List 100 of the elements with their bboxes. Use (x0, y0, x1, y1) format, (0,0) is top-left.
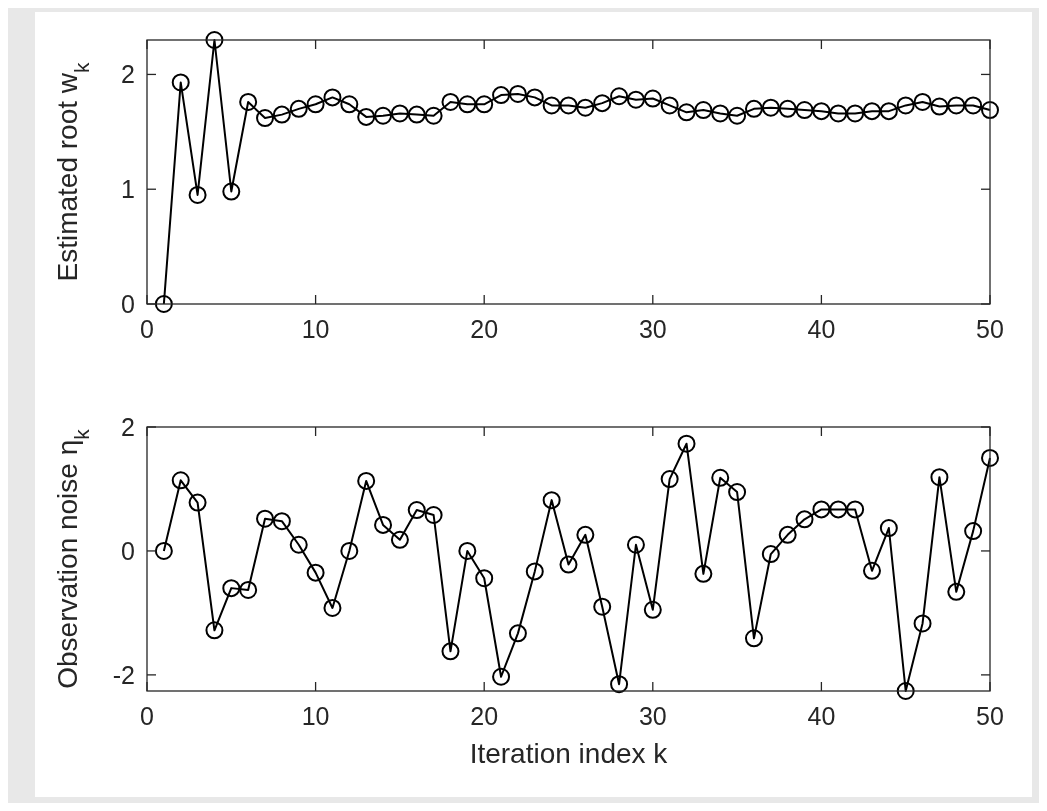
point (711, 468, 730, 487)
x-tick-label: 40 (807, 702, 836, 730)
point (610, 87, 629, 106)
point (964, 522, 983, 541)
point (458, 541, 477, 560)
point (660, 470, 679, 489)
x-tick-label: 50 (976, 702, 1004, 730)
point (289, 99, 308, 118)
point (846, 500, 865, 519)
point (576, 525, 595, 544)
point (626, 535, 645, 554)
point (744, 629, 763, 648)
point (795, 101, 814, 120)
point (559, 555, 578, 574)
point (171, 471, 190, 490)
point (879, 102, 898, 121)
point (947, 96, 966, 115)
point (525, 562, 544, 581)
point (930, 468, 949, 487)
point (374, 515, 393, 534)
point (812, 500, 831, 519)
point (930, 97, 949, 116)
point (694, 101, 713, 120)
x-tick-label: 30 (638, 702, 667, 730)
point (593, 597, 612, 616)
point (576, 98, 595, 117)
point (188, 493, 207, 512)
point (441, 642, 460, 661)
point (340, 95, 359, 114)
x-tick-label: 50 (976, 315, 1004, 343)
point (728, 106, 747, 125)
point (862, 561, 881, 580)
point (795, 510, 814, 529)
point (711, 104, 730, 123)
point (744, 99, 763, 118)
x-tick-label: 10 (301, 315, 330, 343)
point (829, 104, 848, 123)
point (761, 545, 780, 564)
point (205, 31, 224, 49)
x-tick-label: 20 (470, 702, 499, 730)
point (154, 541, 173, 560)
y-tick-label: 1 (121, 174, 135, 203)
point (913, 614, 932, 633)
point (171, 73, 190, 92)
point (626, 90, 645, 109)
x-tick-label: 30 (638, 315, 667, 343)
point (879, 519, 898, 538)
point (256, 109, 275, 128)
point (390, 530, 409, 549)
point (272, 512, 291, 531)
point (862, 102, 881, 121)
y-tick-label: -2 (112, 660, 135, 689)
point (407, 105, 426, 124)
point (525, 88, 544, 107)
point (812, 102, 831, 121)
point (896, 96, 915, 115)
point (407, 501, 426, 520)
point (913, 92, 932, 111)
point (542, 491, 561, 510)
point (205, 621, 224, 640)
point (492, 667, 511, 686)
point (239, 580, 258, 599)
x-tick-label: 0 (140, 315, 154, 343)
point (778, 525, 797, 544)
point (964, 96, 983, 115)
point (357, 107, 376, 126)
point (492, 86, 511, 105)
point (222, 182, 241, 201)
y-tick-label: 2 (121, 412, 135, 441)
point (340, 541, 359, 560)
point (222, 579, 241, 598)
y-tick-label: 0 (121, 536, 135, 565)
point (256, 509, 275, 528)
point (778, 99, 797, 118)
point (323, 88, 342, 107)
point (728, 483, 747, 502)
point (981, 101, 999, 120)
point (475, 95, 494, 114)
point (323, 598, 342, 617)
point (390, 104, 409, 123)
point (896, 682, 915, 700)
point (761, 98, 780, 117)
point (542, 96, 561, 115)
point (374, 106, 393, 125)
point (610, 675, 629, 694)
point (154, 295, 173, 313)
y-tick-label: 2 (121, 60, 135, 89)
x-tick-label: 0 (140, 702, 154, 730)
point (559, 96, 578, 115)
point (643, 600, 662, 619)
point (306, 95, 325, 114)
point (357, 471, 376, 490)
point (846, 104, 865, 123)
x-axis-title: Iteration index k (469, 738, 669, 769)
point (239, 92, 258, 111)
point (424, 506, 443, 524)
point (677, 434, 696, 453)
point (289, 535, 308, 554)
point (272, 105, 291, 124)
point (677, 103, 696, 122)
